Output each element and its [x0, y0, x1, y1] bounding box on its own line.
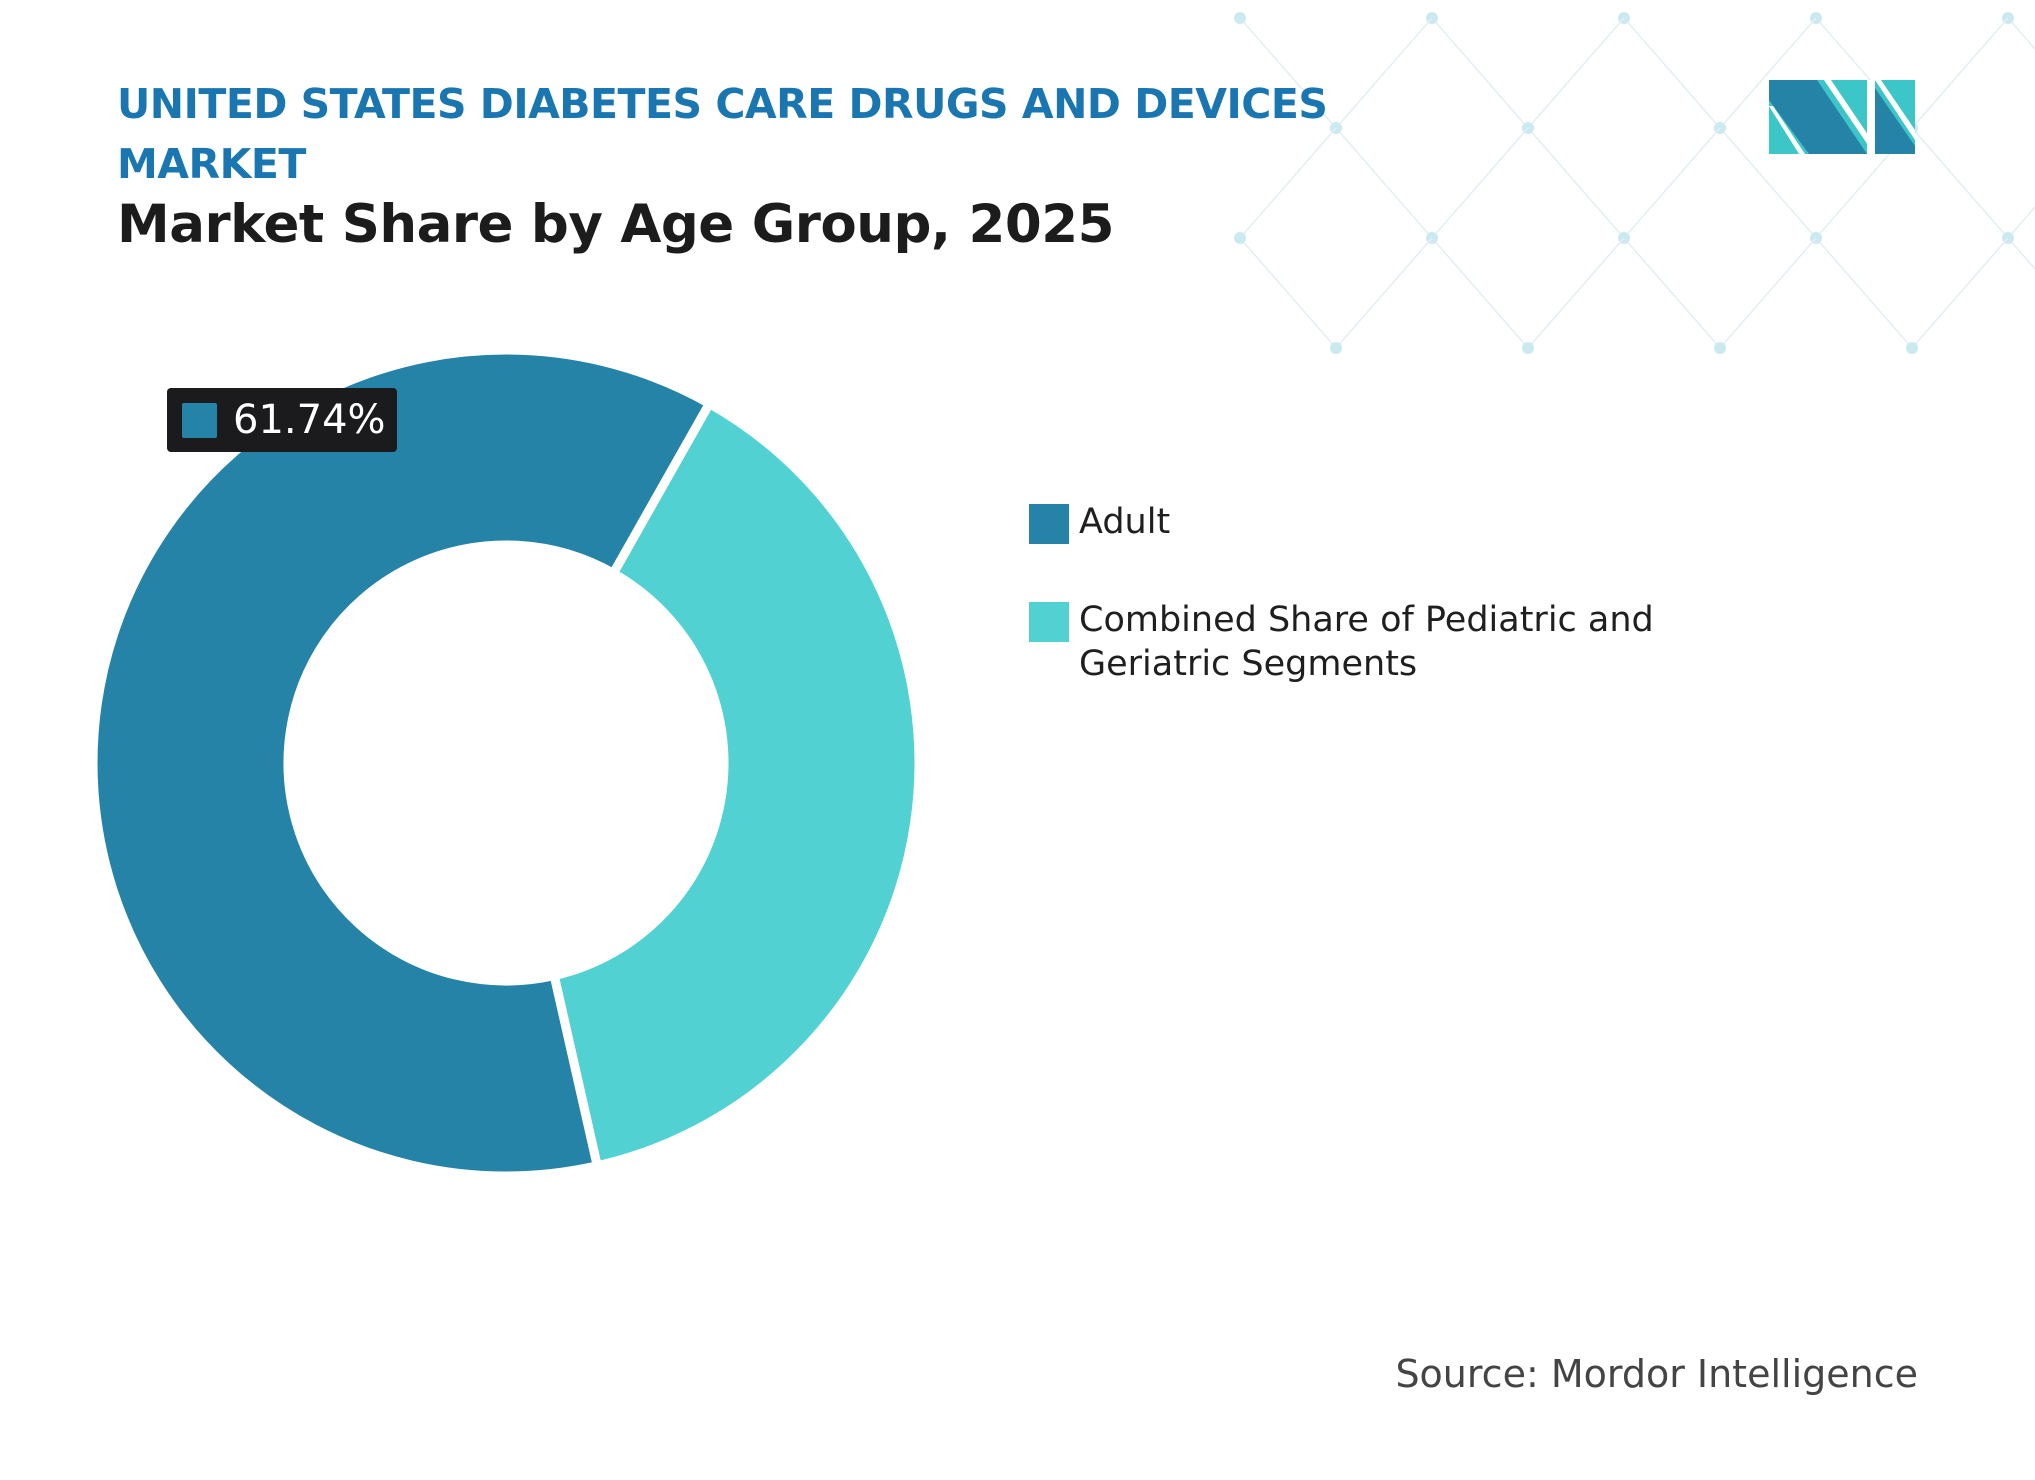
pattern-line	[1431, 237, 1529, 349]
pattern-line	[1335, 127, 1433, 239]
pattern-dot	[1906, 342, 1918, 354]
pattern-line	[1527, 17, 1625, 129]
background-hex-pattern	[1234, 12, 2035, 354]
legend-swatch	[1029, 504, 1069, 544]
data-label-swatch	[182, 402, 217, 438]
pattern-line	[1239, 237, 1337, 349]
pattern-line	[1719, 237, 1817, 349]
pattern-line	[1911, 127, 2009, 239]
pattern-line	[1815, 237, 1913, 349]
data-label-text: 61.74%	[233, 397, 386, 443]
legend-swatch	[1029, 602, 1069, 642]
pattern-line	[2007, 17, 2035, 51]
pattern-line	[1623, 237, 1721, 349]
pattern-dot	[1234, 12, 1246, 24]
source-note: Source: Mordor Intelligence	[1395, 1352, 1918, 1396]
pattern-line	[1527, 127, 1625, 239]
pattern-dot	[1234, 232, 1246, 244]
pattern-line	[1239, 127, 1337, 239]
pattern-line	[1623, 17, 1721, 129]
pattern-line	[1911, 237, 2009, 349]
pattern-line	[1623, 127, 1721, 239]
pattern-line	[2007, 237, 2035, 271]
pattern-line	[1335, 17, 1433, 129]
legend-label: Combined Share of Pediatric and Geriatri…	[1079, 600, 1654, 684]
pattern-dot	[1522, 342, 1534, 354]
pattern-line	[2007, 205, 2035, 239]
pattern-line	[1719, 17, 1817, 129]
donut-chart	[88, 345, 924, 1181]
donut-slice-pediatric-geriatric	[548, 397, 924, 1172]
pattern-line	[1431, 127, 1529, 239]
legend-item-pediatric-geriatric: Combined Share of Pediatric and Geriatri…	[1029, 598, 1719, 686]
donut-slice-adult	[88, 345, 716, 1181]
pattern-line	[1719, 127, 1817, 239]
pattern-line	[1527, 237, 1625, 349]
chart-subtitle: Market Share by Age Group, 2025	[117, 194, 1115, 255]
legend: Adult Combined Share of Pediatric and Ge…	[1029, 500, 1719, 740]
legend-label: Adult	[1079, 502, 1171, 542]
pattern-line	[1911, 17, 2009, 129]
pattern-dot	[1330, 342, 1342, 354]
legend-item-adult: Adult	[1029, 500, 1719, 544]
pattern-dot	[1714, 342, 1726, 354]
mordor-intelligence-logo	[1769, 80, 1915, 154]
pattern-line	[1431, 17, 1529, 129]
pattern-line	[1239, 17, 1337, 129]
report-title: UNITED STATES DIABETES CARE DRUGS AND DE…	[117, 80, 1328, 188]
data-label-adult: 61.74%	[167, 388, 397, 452]
pattern-line	[1335, 237, 1433, 349]
